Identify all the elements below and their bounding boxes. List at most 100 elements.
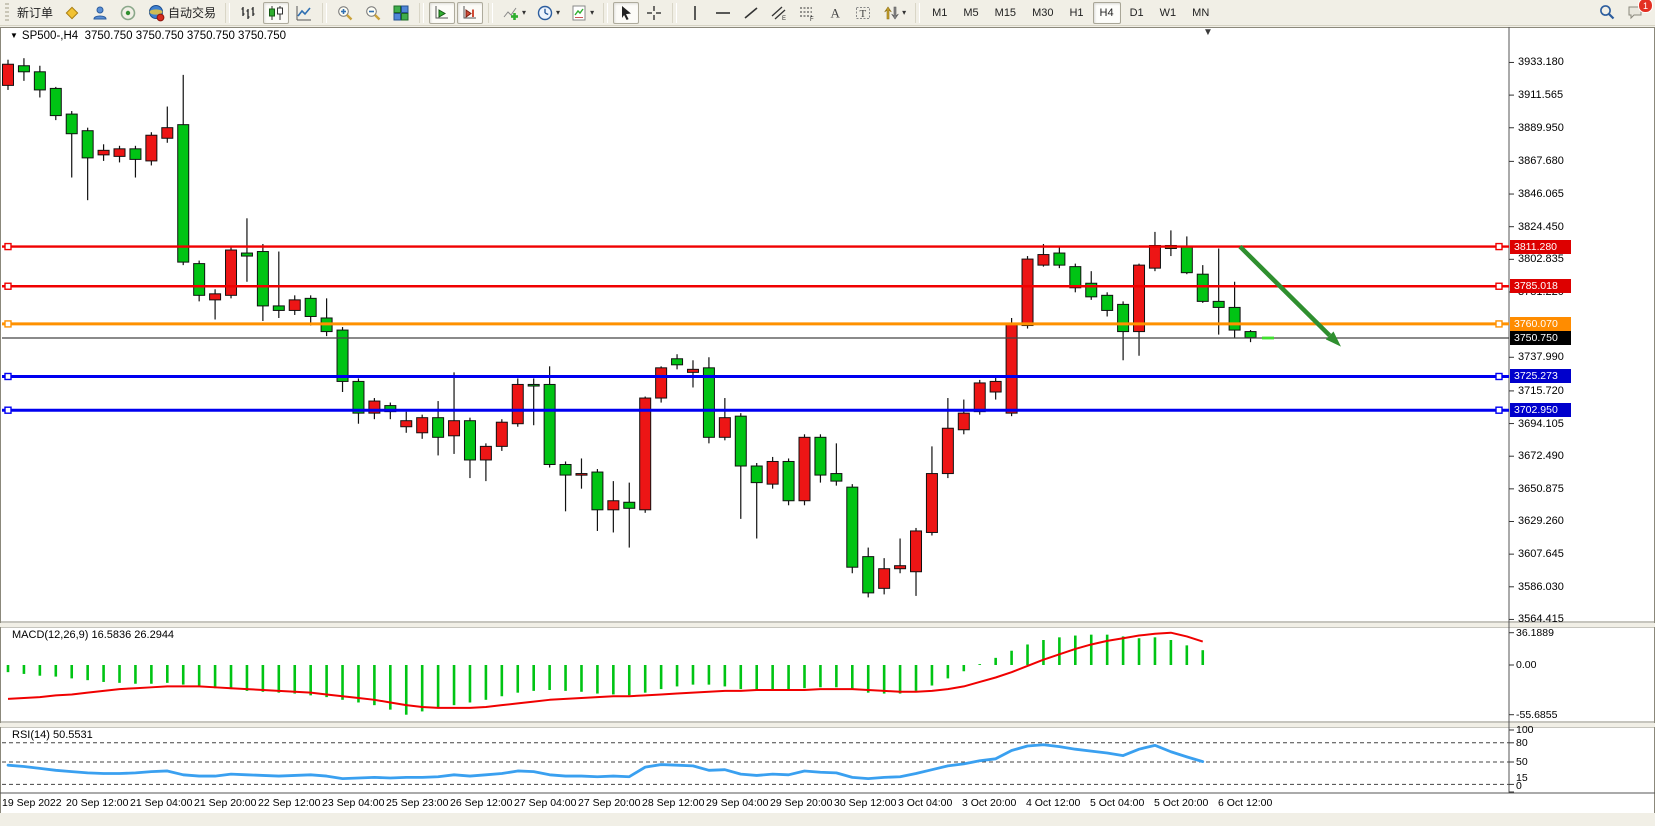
candle bbox=[671, 358, 684, 366]
line-handle[interactable] bbox=[4, 406, 12, 414]
rsi-axis-tick: 80 bbox=[1516, 737, 1528, 749]
chevron-down-icon: ▾ bbox=[590, 8, 595, 17]
macd-axis-tick: 36.1889 bbox=[1516, 626, 1554, 639]
timeframe-m1-button[interactable]: M1 bbox=[932, 6, 948, 19]
candle bbox=[798, 436, 811, 502]
diamond-button[interactable] bbox=[59, 2, 85, 24]
candle bbox=[304, 297, 317, 317]
vertical-line-button[interactable] bbox=[682, 2, 708, 24]
trend-arrow[interactable] bbox=[1238, 244, 1341, 347]
zoom-out-button[interactable] bbox=[360, 2, 386, 24]
level-price-tag: 3725.273 bbox=[1510, 369, 1571, 384]
channel-icon: E bbox=[770, 4, 788, 22]
indicators-button[interactable]: ▾ bbox=[498, 2, 530, 24]
zoom-out-icon bbox=[364, 4, 382, 22]
time-axis-label: 27 Sep 04:00 bbox=[514, 797, 577, 809]
current-price-tag: 3750.750 bbox=[1510, 331, 1571, 345]
timeframe-d1-button[interactable]: D1 bbox=[1129, 6, 1144, 19]
candle bbox=[495, 421, 508, 447]
status-strip bbox=[0, 813, 1655, 826]
time-axis-label: 23 Sep 04:00 bbox=[322, 797, 385, 809]
candle bbox=[1005, 323, 1018, 414]
line-handle[interactable] bbox=[1495, 372, 1503, 381]
trendline-icon bbox=[742, 4, 760, 22]
indicators-icon bbox=[502, 4, 520, 22]
time-axis-label: 28 Sep 12:00 bbox=[642, 797, 705, 809]
candle bbox=[2, 63, 14, 86]
line-chart-icon bbox=[295, 4, 313, 22]
candle bbox=[1085, 282, 1098, 298]
periods-button[interactable]: ▾ bbox=[532, 2, 564, 24]
candle bbox=[400, 420, 413, 428]
line-handle[interactable] bbox=[4, 372, 12, 381]
line-chart-button[interactable] bbox=[291, 2, 317, 24]
auto-scroll-button[interactable] bbox=[429, 1, 456, 24]
line-handle[interactable] bbox=[1495, 282, 1503, 290]
template-icon bbox=[570, 4, 588, 22]
line-handle[interactable] bbox=[4, 282, 12, 290]
line-handle[interactable] bbox=[1495, 242, 1503, 251]
label-button[interactable]: T bbox=[850, 2, 876, 24]
time-axis-label: 5 Oct 20:00 bbox=[1154, 797, 1209, 809]
shapes-button[interactable]: ▾ bbox=[878, 2, 910, 24]
horizontal-line-button[interactable] bbox=[710, 2, 736, 24]
notifications-button[interactable]: 1 bbox=[1622, 0, 1653, 23]
timeframe-h1-button[interactable]: H1 bbox=[1069, 6, 1084, 19]
candle bbox=[432, 417, 445, 438]
timeframe-mn-button[interactable]: MN bbox=[1192, 6, 1210, 19]
candle bbox=[782, 460, 795, 502]
price-axis-tick: 3629.260 bbox=[1518, 515, 1564, 528]
profile-button[interactable] bbox=[87, 2, 113, 24]
trendline-button[interactable] bbox=[738, 2, 764, 24]
bar-chart-button[interactable] bbox=[235, 2, 261, 24]
zoom-in-button[interactable] bbox=[332, 2, 358, 24]
fibonacci-icon: F bbox=[798, 4, 816, 23]
price-axis-tick: 3650.875 bbox=[1518, 482, 1564, 495]
chart-shift-button[interactable] bbox=[457, 1, 484, 24]
macd-label: MACD(12,26,9) 16.5836 26.2944 bbox=[12, 629, 175, 641]
candlestick-chart-button[interactable] bbox=[263, 1, 290, 24]
line-handle[interactable] bbox=[1495, 320, 1503, 328]
line-handle[interactable] bbox=[4, 242, 12, 251]
candle bbox=[256, 251, 269, 307]
text-button[interactable]: A bbox=[822, 2, 848, 24]
macd-axis-tick: 0.00 bbox=[1516, 659, 1537, 671]
symbol-dropdown-icon[interactable]: ▼ bbox=[10, 31, 18, 40]
search-button[interactable] bbox=[1594, 1, 1620, 23]
line-handle[interactable] bbox=[1495, 406, 1503, 414]
timeframe-m30-button[interactable]: M30 bbox=[1032, 6, 1054, 19]
new-order-button[interactable]: 新订单 bbox=[13, 2, 57, 24]
price-axis-tick: 3672.490 bbox=[1518, 450, 1564, 463]
toolbar-grip bbox=[5, 2, 9, 23]
candle bbox=[352, 380, 365, 414]
timeframe-m5-button[interactable]: M5 bbox=[963, 6, 979, 19]
timeframe-w1-button[interactable]: W1 bbox=[1159, 6, 1177, 19]
last-close-marker bbox=[1262, 336, 1274, 340]
line-handle[interactable] bbox=[4, 320, 12, 328]
cursor-button[interactable] bbox=[613, 1, 640, 24]
crosshair-button[interactable] bbox=[641, 2, 667, 24]
tile-windows-button[interactable] bbox=[388, 2, 414, 24]
channel-button[interactable]: E bbox=[766, 2, 792, 24]
timeframe-m15-button[interactable]: M15 bbox=[994, 6, 1017, 19]
chart-shift-icon bbox=[461, 4, 479, 22]
svg-text:F: F bbox=[810, 17, 814, 22]
chart-shift-marker-icon[interactable]: ▼ bbox=[1203, 27, 1213, 38]
candle bbox=[448, 420, 461, 437]
timeframe-h4-button[interactable]: H4 bbox=[1092, 1, 1121, 24]
candle bbox=[240, 252, 253, 257]
search-icon bbox=[1598, 3, 1616, 21]
signals-button[interactable] bbox=[115, 2, 141, 24]
candle bbox=[894, 565, 907, 570]
time-axis-label: 3 Oct 20:00 bbox=[962, 797, 1017, 809]
level-price-tag: 3811.280 bbox=[1510, 239, 1571, 254]
autotrading-button[interactable]: 自动交易 bbox=[143, 2, 220, 24]
fibonacci-button[interactable]: F bbox=[794, 2, 820, 24]
candle bbox=[161, 127, 174, 139]
price-axis-tick: 3867.680 bbox=[1518, 155, 1564, 168]
templates-button[interactable]: ▾ bbox=[566, 2, 598, 24]
price-axis-tick: 3933.180 bbox=[1518, 56, 1564, 69]
candle bbox=[1037, 254, 1050, 266]
